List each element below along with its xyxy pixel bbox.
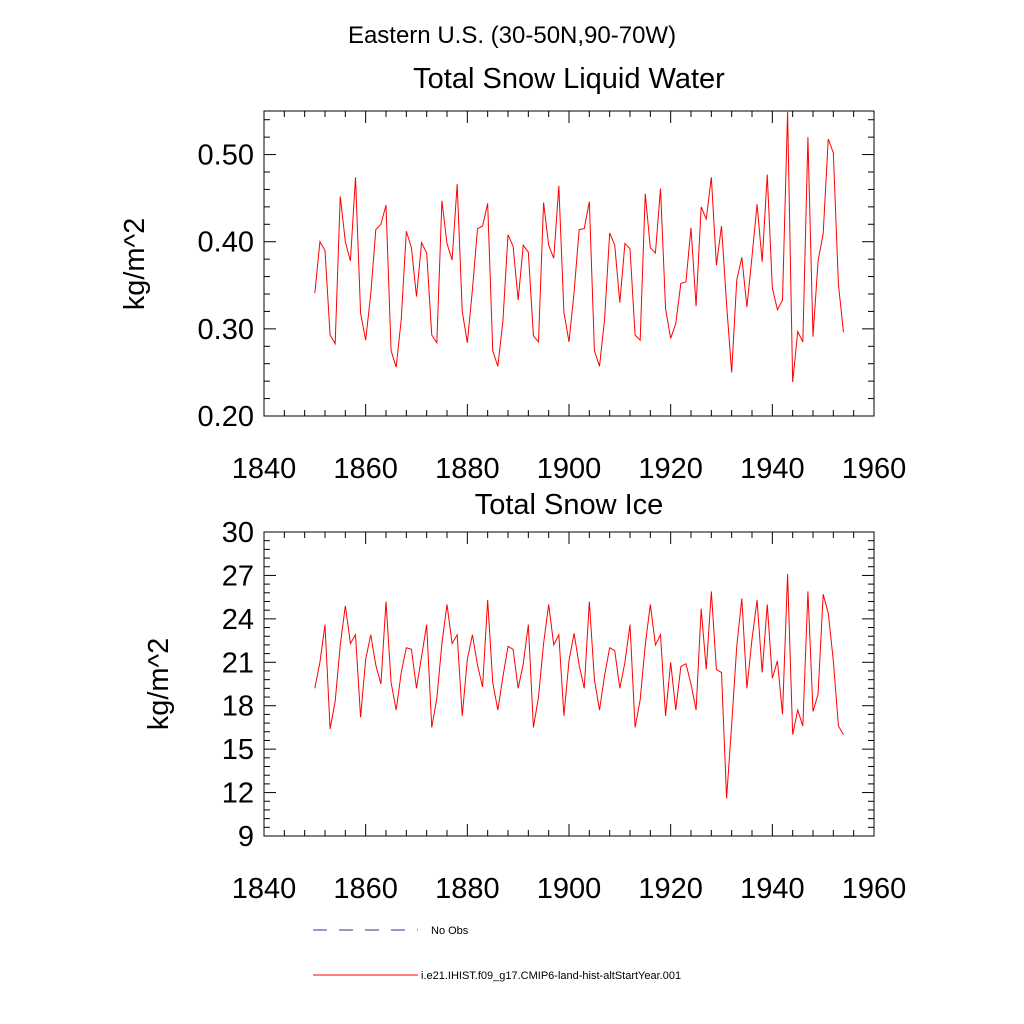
snow-liquid-water-chart: Total Snow Liquid Water kg/m^2 1840 1860 1… — [119, 63, 906, 485]
x-tick-label: 1960 — [842, 873, 907, 905]
y-tick-label: 30 — [222, 517, 254, 549]
x-tick-label: 1860 — [333, 453, 398, 485]
chart-title: Total Snow Liquid Water — [413, 63, 725, 95]
plot-frame — [263, 110, 875, 417]
x-tick-label: 1900 — [537, 453, 602, 485]
y-tick-label: 0.30 — [198, 314, 254, 346]
y-tick-label: 0.20 — [198, 401, 254, 433]
y-axis-label: kg/m^2 — [143, 638, 175, 731]
plot-frame — [263, 531, 875, 837]
x-tick-label: 1940 — [740, 873, 805, 905]
x-tick-label: 1900 — [537, 873, 602, 905]
x-tick-label: 1940 — [740, 453, 805, 485]
y-tick-label: 15 — [222, 734, 254, 766]
page-title: Eastern U.S. (30-50N,90-70W) — [348, 22, 676, 49]
x-tick-label: 1920 — [638, 453, 703, 485]
legend-model-label: i.e21.IHIST.f09_g17.CMIP6-land-hist-altS… — [421, 970, 681, 982]
y-tick-label: 0.50 — [198, 140, 254, 172]
x-tick-label: 1880 — [435, 873, 500, 905]
y-tick-label: 24 — [222, 604, 254, 636]
y-tick-label: 12 — [222, 778, 254, 810]
y-axis-label: kg/m^2 — [119, 218, 151, 311]
x-tick-label: 1920 — [638, 873, 703, 905]
snow-ice-chart: Total Snow Ice kg/m^2 1840 1860 1880 1900 19… — [143, 489, 906, 905]
y-tick-label: 0.40 — [198, 227, 254, 259]
legend: No Obs i.e21.IHIST.f09_g17.CMIP6-land-hi… — [313, 925, 681, 982]
x-tick-label: 1840 — [232, 453, 297, 485]
series-line — [314, 573, 844, 799]
x-tick-label: 1840 — [232, 873, 297, 905]
chart-title: Total Snow Ice — [475, 489, 664, 521]
x-tick-label: 1860 — [333, 873, 398, 905]
series-line — [314, 111, 844, 383]
x-tick-label: 1960 — [842, 453, 907, 485]
y-tick-label: 21 — [222, 647, 254, 679]
y-tick-label: 27 — [222, 560, 254, 592]
x-tick-label: 1880 — [435, 453, 500, 485]
y-tick-label: 9 — [238, 821, 254, 853]
y-tick-label: 18 — [222, 691, 254, 723]
legend-obs-label: No Obs — [431, 925, 469, 937]
